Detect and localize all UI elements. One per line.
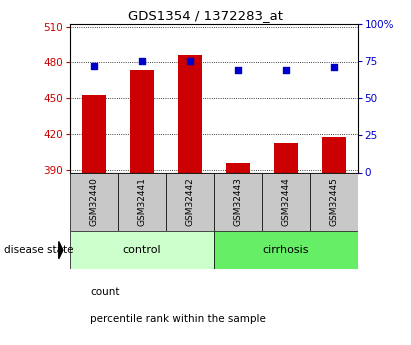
Bar (322, 137, 346, 172)
Text: control: control (122, 245, 161, 255)
Bar (166, 172, 214, 231)
Text: GSM32441: GSM32441 (137, 177, 146, 226)
Text: cirrhosis: cirrhosis (262, 245, 309, 255)
Bar (214, 172, 262, 231)
Bar (130, 70, 154, 172)
Text: GSM32440: GSM32440 (89, 177, 98, 226)
Text: GSM32445: GSM32445 (329, 177, 338, 226)
Bar (274, 142, 298, 172)
Bar (214, 231, 358, 269)
Bar (309, 172, 358, 231)
Text: disease state: disease state (4, 245, 74, 255)
Bar (70, 172, 118, 231)
Polygon shape (59, 241, 63, 259)
Point (234, 67, 241, 73)
Bar (178, 55, 202, 172)
Text: GSM32444: GSM32444 (281, 177, 290, 226)
Bar (226, 163, 250, 172)
Bar (118, 172, 166, 231)
Point (187, 58, 193, 64)
Bar (82, 95, 106, 172)
Text: GSM32443: GSM32443 (233, 177, 242, 226)
Text: GSM32442: GSM32442 (185, 177, 194, 226)
Point (90, 63, 97, 68)
Text: percentile rank within the sample: percentile rank within the sample (90, 314, 266, 324)
Text: count: count (90, 287, 120, 296)
Point (330, 65, 337, 70)
Text: GDS1354 / 1372283_at: GDS1354 / 1372283_at (128, 9, 283, 22)
Bar (70, 231, 214, 269)
Point (139, 58, 145, 64)
Point (282, 67, 289, 73)
Bar (262, 172, 309, 231)
